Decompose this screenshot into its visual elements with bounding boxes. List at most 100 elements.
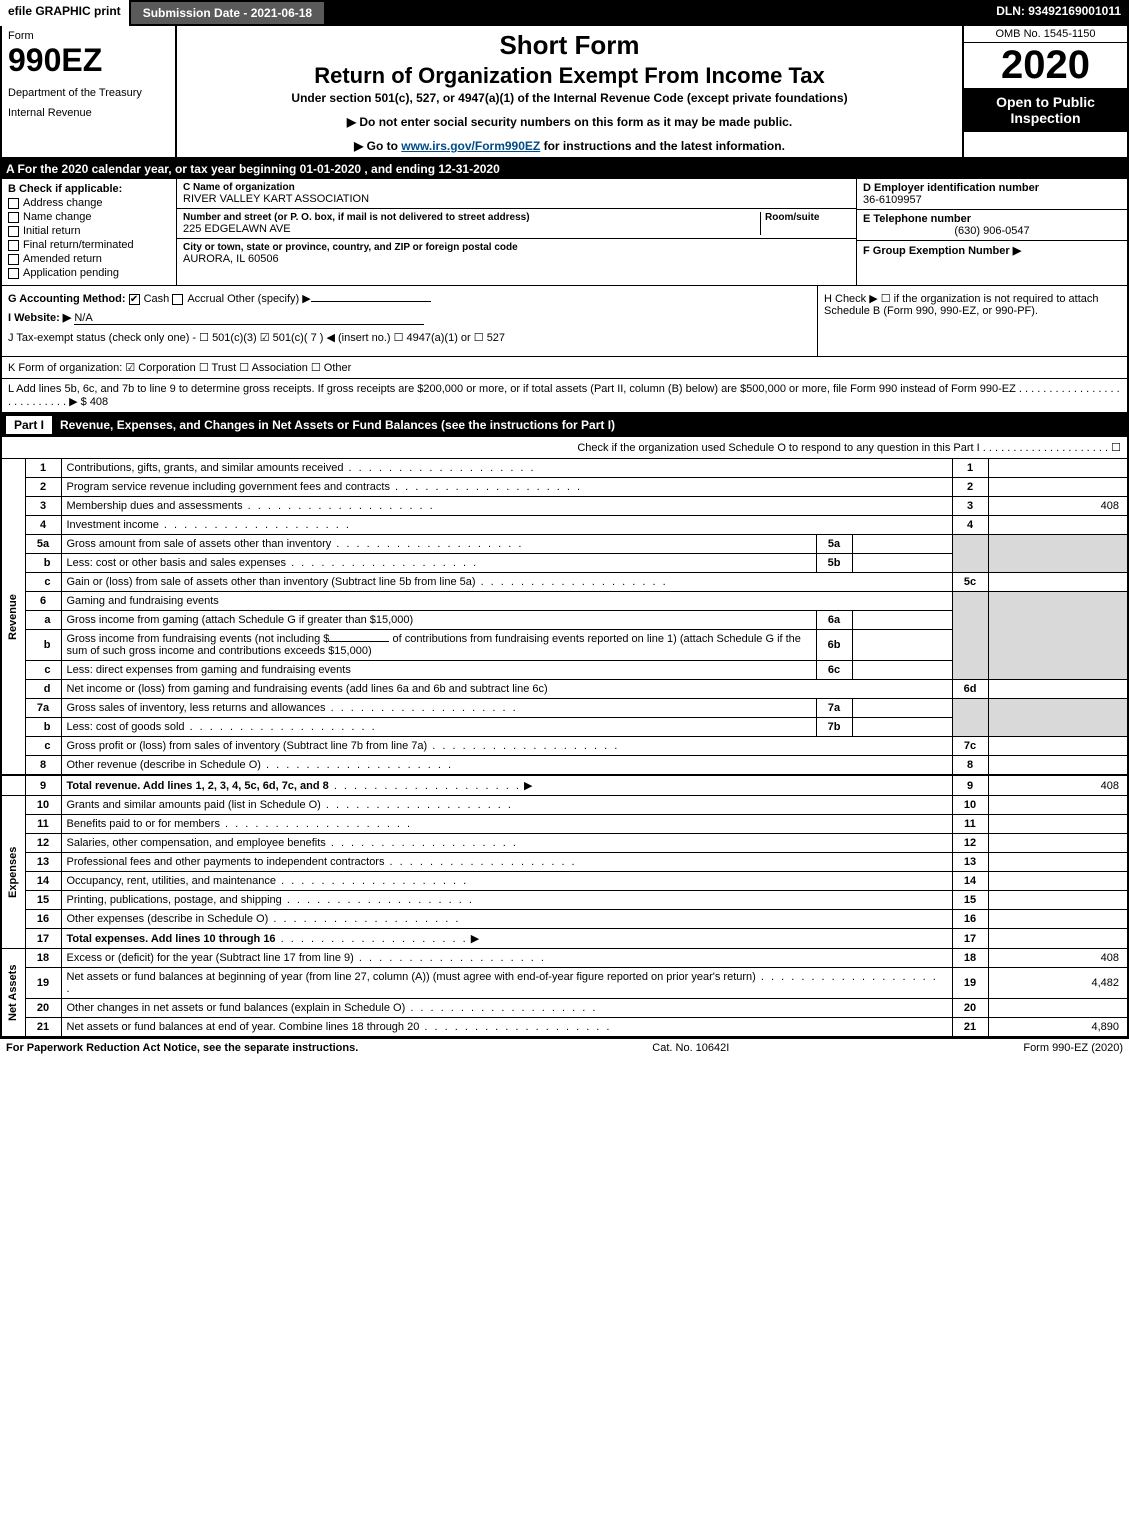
efile-label: efile GRAPHIC print: [0, 0, 129, 26]
org-name: RIVER VALLEY KART ASSOCIATION: [183, 193, 850, 205]
dept-irs: Internal Revenue: [8, 107, 169, 119]
omb-number: OMB No. 1545-1150: [964, 26, 1127, 43]
revenue-section-label: Revenue: [1, 459, 25, 775]
table-row: 20Other changes in net assets or fund ba…: [1, 999, 1128, 1018]
instruction-2: ▶ Go to www.irs.gov/Form990EZ for instru…: [183, 139, 956, 153]
section-def: D Employer identification number 36-6109…: [857, 179, 1127, 285]
phone-label: E Telephone number: [863, 213, 1121, 225]
table-row: 4Investment income4: [1, 516, 1128, 535]
city-value: AURORA, IL 60506: [183, 253, 850, 265]
group-exemption-cell: F Group Exemption Number ▶: [857, 241, 1127, 260]
part1-check-line: Check if the organization used Schedule …: [0, 437, 1129, 459]
street-value: 225 EDGELAWN AVE: [183, 223, 760, 235]
table-row: 3Membership dues and assessments3408: [1, 497, 1128, 516]
page-footer: For Paperwork Reduction Act Notice, see …: [0, 1037, 1129, 1057]
checkbox-icon[interactable]: [8, 212, 19, 223]
ein-value: 36-6109957: [863, 194, 1121, 206]
form-number: 990EZ: [8, 42, 169, 79]
ein-cell: D Employer identification number 36-6109…: [857, 179, 1127, 210]
table-row: 16Other expenses (describe in Schedule O…: [1, 910, 1128, 929]
street-label: Number and street (or P. O. box, if mail…: [183, 212, 760, 223]
part-1-header: Part I Revenue, Expenses, and Changes in…: [0, 413, 1129, 437]
header-row: Form 990EZ Department of the Treasury In…: [0, 26, 1129, 159]
table-row: cGain or (loss) from sale of assets othe…: [1, 573, 1128, 592]
city-cell: City or town, state or province, country…: [177, 239, 856, 268]
street-cell: Number and street (or P. O. box, if mail…: [177, 209, 856, 239]
table-row: 7aGross sales of inventory, less returns…: [1, 699, 1128, 718]
website-value: N/A: [74, 312, 424, 325]
org-name-cell: C Name of organization RIVER VALLEY KART…: [177, 179, 856, 209]
section-h: H Check ▶ ☐ if the organization is not r…: [817, 286, 1127, 356]
checkbox-icon[interactable]: [8, 254, 19, 265]
header-right: OMB No. 1545-1150 2020 Open to Public In…: [962, 26, 1127, 157]
section-b: B Check if applicable: Address change Na…: [2, 179, 177, 285]
table-row: Expenses 10Grants and similar amounts pa…: [1, 796, 1128, 815]
line-a: A For the 2020 calendar year, or tax yea…: [0, 159, 1129, 179]
header-mid: Short Form Return of Organization Exempt…: [177, 26, 962, 157]
org-name-label: C Name of organization: [183, 182, 850, 193]
table-row: 19Net assets or fund balances at beginni…: [1, 968, 1128, 999]
title-main: Return of Organization Exempt From Incom…: [183, 63, 956, 89]
table-row: 11Benefits paid to or for members11: [1, 815, 1128, 834]
section-k: K Form of organization: ☑ Corporation ☐ …: [0, 357, 1129, 379]
table-row: 12Salaries, other compensation, and empl…: [1, 834, 1128, 853]
city-label: City or town, state or province, country…: [183, 242, 850, 253]
part-number: Part I: [6, 416, 52, 434]
chk-address: Address change: [8, 197, 170, 209]
phone-cell: E Telephone number (630) 906-0547: [857, 210, 1127, 241]
chk-initial: Initial return: [8, 225, 170, 237]
checkbox-icon[interactable]: [172, 294, 183, 305]
checkbox-icon[interactable]: [8, 226, 19, 237]
table-row: Net Assets 18Excess or (deficit) for the…: [1, 949, 1128, 968]
accounting-method: G Accounting Method: Cash Accrual Other …: [8, 292, 811, 305]
table-row: 14Occupancy, rent, utilities, and mainte…: [1, 872, 1128, 891]
subtitle: Under section 501(c), 527, or 4947(a)(1)…: [183, 91, 956, 105]
instr2-post: for instructions and the latest informat…: [540, 139, 785, 153]
table-row: Revenue 1Contributions, gifts, grants, a…: [1, 459, 1128, 478]
checkbox-icon[interactable]: [129, 294, 140, 305]
table-row: 8Other revenue (describe in Schedule O)8: [1, 756, 1128, 776]
group-exemption-label: F Group Exemption Number ▶: [863, 244, 1121, 257]
checkbox-icon[interactable]: [8, 268, 19, 279]
section-l: L Add lines 5b, 6c, and 7b to line 9 to …: [0, 379, 1129, 413]
dln-label: DLN: 93492169001011: [988, 0, 1129, 26]
room-label: Room/suite: [765, 212, 850, 223]
tax-exempt-status: J Tax-exempt status (check only one) - ☐…: [8, 331, 811, 344]
topbar-spacer: [326, 0, 988, 26]
instr2-pre: ▶ Go to: [354, 139, 401, 153]
table-row: cGross profit or (loss) from sales of in…: [1, 737, 1128, 756]
checkbox-icon[interactable]: [8, 240, 19, 251]
header-left: Form 990EZ Department of the Treasury In…: [2, 26, 177, 157]
irs-link[interactable]: www.irs.gov/Form990EZ: [401, 139, 540, 153]
table-row: 6Gaming and fundraising events: [1, 592, 1128, 611]
table-row: 21Net assets or fund balances at end of …: [1, 1018, 1128, 1037]
checkbox-icon[interactable]: [8, 198, 19, 209]
footer-mid: Cat. No. 10642I: [358, 1042, 1023, 1054]
dept-treasury: Department of the Treasury: [8, 87, 169, 99]
expenses-section-label: Expenses: [1, 796, 25, 949]
block-gh: G Accounting Method: Cash Accrual Other …: [0, 286, 1129, 357]
tax-year: 2020: [964, 43, 1127, 88]
table-row: 15Printing, publications, postage, and s…: [1, 891, 1128, 910]
section-b-label: B Check if applicable:: [8, 183, 170, 195]
footer-left: For Paperwork Reduction Act Notice, see …: [6, 1042, 358, 1054]
top-bar: efile GRAPHIC print Submission Date - 20…: [0, 0, 1129, 26]
chk-amended: Amended return: [8, 253, 170, 265]
website-line: I Website: ▶ N/A: [8, 311, 811, 325]
table-row: 9Total revenue. Add lines 1, 2, 3, 4, 5c…: [1, 775, 1128, 796]
gh-left: G Accounting Method: Cash Accrual Other …: [2, 286, 817, 356]
chk-name: Name change: [8, 211, 170, 223]
table-row: 5aGross amount from sale of assets other…: [1, 535, 1128, 554]
form-word: Form: [8, 30, 169, 42]
table-row: 2Program service revenue including gover…: [1, 478, 1128, 497]
part-title: Revenue, Expenses, and Changes in Net As…: [60, 418, 615, 432]
chk-pending: Application pending: [8, 267, 170, 279]
section-c: C Name of organization RIVER VALLEY KART…: [177, 179, 857, 285]
ein-label: D Employer identification number: [863, 182, 1121, 194]
instruction-1: ▶ Do not enter social security numbers o…: [183, 115, 956, 129]
table-row: 17Total expenses. Add lines 10 through 1…: [1, 929, 1128, 949]
revenue-table: Revenue 1Contributions, gifts, grants, a…: [0, 459, 1129, 1037]
open-inspection: Open to Public Inspection: [964, 88, 1127, 132]
block-bcdef: B Check if applicable: Address change Na…: [0, 179, 1129, 286]
other-specify-line[interactable]: [311, 301, 431, 302]
